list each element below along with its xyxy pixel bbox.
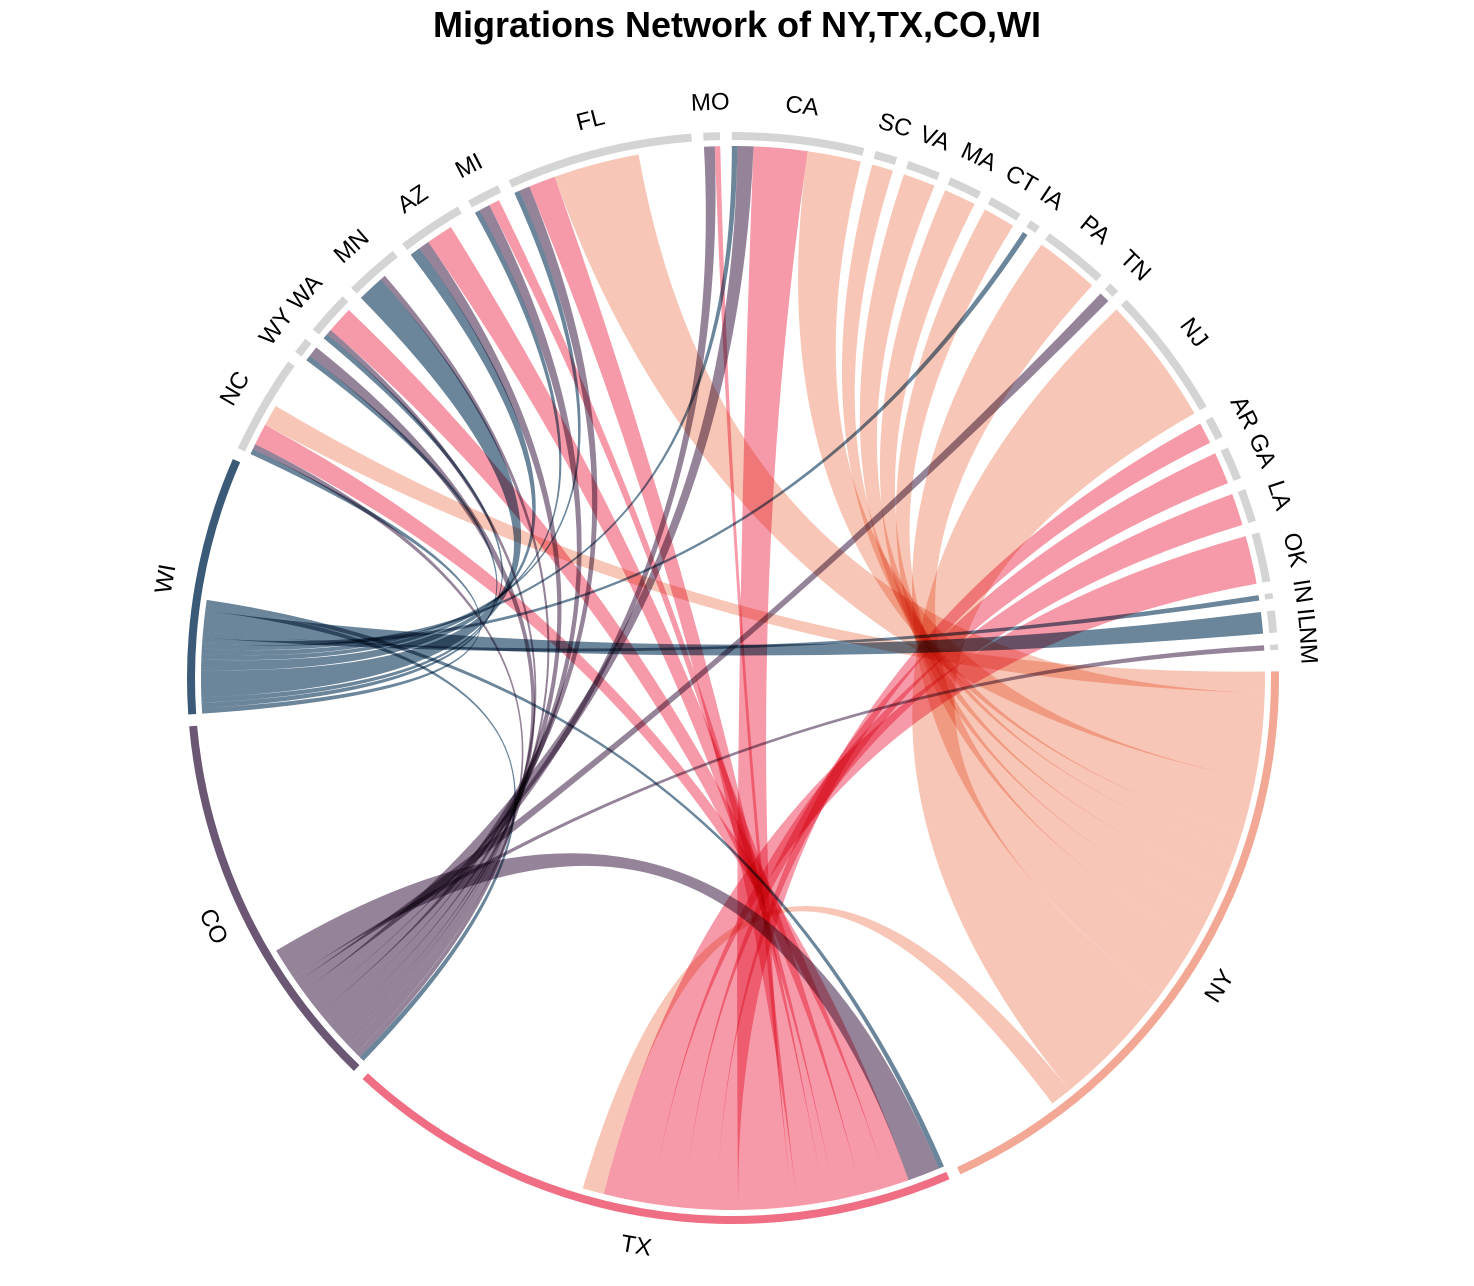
sector-label-nm: NM xyxy=(1294,626,1323,665)
ribbon-tx-fl xyxy=(529,176,825,1207)
sector-arc-sc xyxy=(873,151,898,165)
sector-arc-ct xyxy=(987,197,1021,221)
sector-arc-fl xyxy=(508,133,692,188)
sector-label-az: AZ xyxy=(392,180,433,219)
sector-arc-nm xyxy=(1269,644,1279,651)
sector-label-wy: WY xyxy=(254,303,299,350)
sector-arc-wy xyxy=(295,338,312,357)
ribbon-co-wa xyxy=(327,330,537,1046)
sector-label-tx: TX xyxy=(619,1230,654,1262)
sector-label-va: VA xyxy=(916,121,954,157)
sector-arcs-layer xyxy=(186,131,1280,1224)
ribbon-tx-mo xyxy=(714,146,798,1207)
sector-arc-nj xyxy=(1120,299,1207,411)
sector-label-nc: NC xyxy=(215,367,256,411)
sector-arc-ia xyxy=(1026,220,1040,234)
sector-label-co: CO xyxy=(193,904,233,948)
sector-label-fl: FL xyxy=(574,103,608,136)
sector-arc-nc xyxy=(237,361,295,452)
ribbons-layer xyxy=(201,145,1265,1211)
sector-label-ny: NY xyxy=(1199,965,1240,1008)
sector-arc-ca xyxy=(731,131,865,156)
sector-arc-ma xyxy=(947,177,982,199)
sector-label-mo: MO xyxy=(690,88,730,116)
sector-label-in: IN xyxy=(1287,577,1317,605)
sector-arc-la xyxy=(1237,489,1256,524)
ribbon-ny-nj xyxy=(912,309,1195,1091)
sector-arc-mi xyxy=(468,185,502,208)
sector-arc-il xyxy=(1266,610,1278,634)
sector-label-nj: NJ xyxy=(1174,313,1213,353)
sector-label-ga: GA xyxy=(1243,429,1281,472)
sector-label-tn: TN xyxy=(1114,245,1156,287)
ribbon-ny-va xyxy=(859,174,1236,884)
sector-label-ct: CT xyxy=(1001,160,1043,200)
sector-label-ca: CA xyxy=(784,91,820,122)
sector-label-wa: WA xyxy=(282,269,327,315)
sector-arc-ny xyxy=(957,671,1280,1175)
sector-arc-mn xyxy=(351,250,398,294)
sector-arc-wa xyxy=(312,296,349,335)
ribbon-wi-mn xyxy=(201,279,522,698)
sector-arc-ar xyxy=(1205,416,1223,441)
ribbon-ny-tx xyxy=(582,905,1070,1195)
sector-label-pa: PA xyxy=(1075,210,1115,250)
sector-arc-in xyxy=(1264,592,1274,600)
ribbon-ny-ca xyxy=(798,151,1256,833)
sector-arc-ok xyxy=(1251,532,1271,583)
sector-arc-va xyxy=(905,160,940,181)
sector-label-ia: IA xyxy=(1035,181,1069,216)
sector-label-wi: WI xyxy=(150,562,182,596)
sector-arc-mo xyxy=(703,132,721,141)
sector-label-il: IL xyxy=(1291,607,1320,630)
sector-arc-ga xyxy=(1220,447,1242,481)
sector-label-ar: AR xyxy=(1225,392,1264,434)
sector-label-mn: MN xyxy=(329,224,375,269)
ribbon-ny-pa xyxy=(912,244,1196,997)
sector-arc-wi xyxy=(186,458,241,715)
sector-arc-az xyxy=(402,206,462,250)
sector-label-la: LA xyxy=(1262,477,1297,513)
sector-label-ma: MA xyxy=(957,137,1001,177)
sector-label-ok: OK xyxy=(1278,530,1312,570)
ribbon-tx-az xyxy=(428,226,862,1201)
sector-label-mi: MI xyxy=(451,148,487,184)
sector-label-sc: SC xyxy=(875,108,915,143)
chart-title: Migrations Network of NY,TX,CO,WI xyxy=(432,4,1042,45)
sector-arc-pa xyxy=(1045,233,1102,282)
sector-arc-tn xyxy=(1104,283,1119,297)
ribbon-ny-fl xyxy=(554,154,1265,780)
